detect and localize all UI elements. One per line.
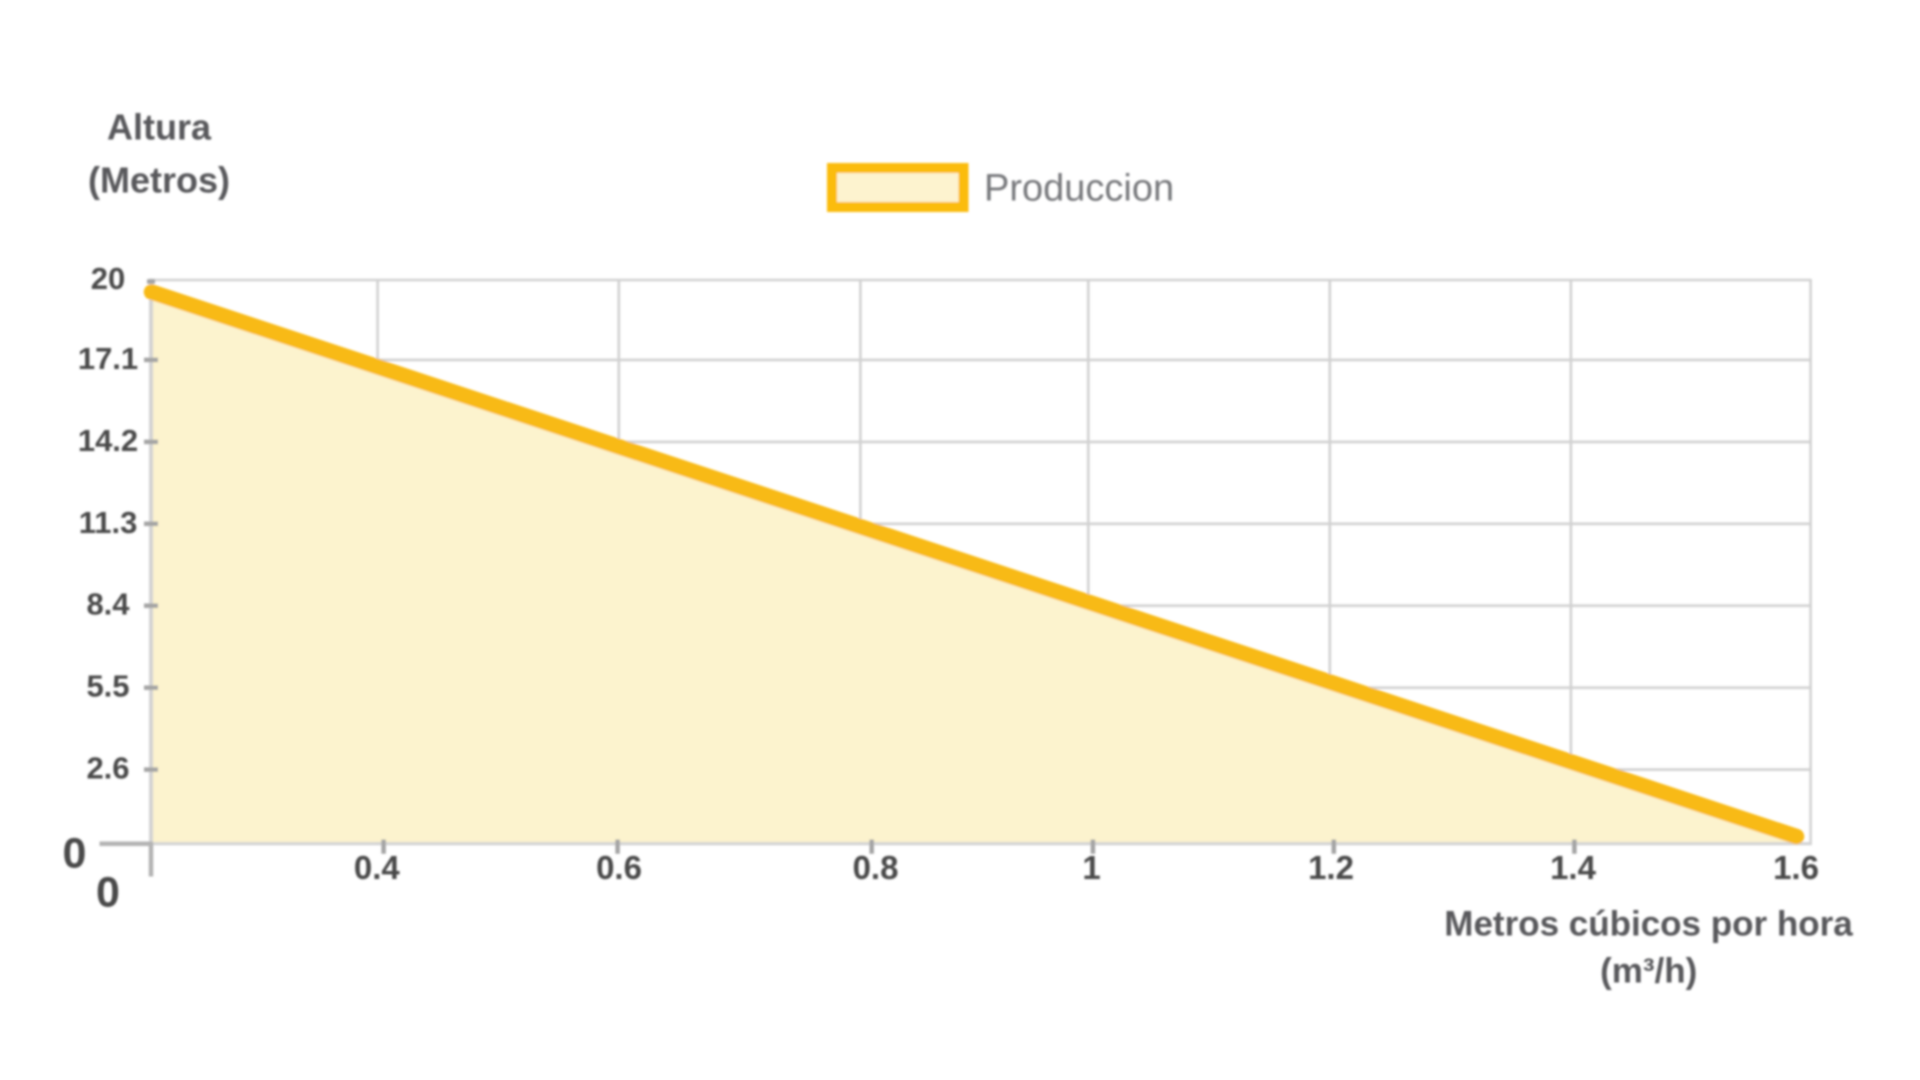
svg-text:0.6: 0.6: [596, 849, 642, 886]
svg-text:17.1: 17.1: [78, 341, 138, 376]
svg-text:1.6: 1.6: [1773, 849, 1819, 886]
svg-text:0.8: 0.8: [853, 849, 899, 886]
svg-text:11.3: 11.3: [79, 505, 138, 540]
svg-text:20: 20: [91, 261, 125, 296]
svg-text:(m³/h): (m³/h): [1600, 952, 1697, 991]
svg-text:Produccion: Produccion: [984, 168, 1174, 210]
svg-text:0: 0: [96, 869, 120, 917]
svg-text:Altura: Altura: [107, 107, 212, 148]
svg-text:8.4: 8.4: [86, 587, 130, 622]
svg-text:1.4: 1.4: [1550, 849, 1597, 886]
svg-text:0.4: 0.4: [354, 849, 401, 886]
svg-text:14.2: 14.2: [78, 423, 138, 458]
svg-text:Metros cúbicos por hora: Metros cúbicos por hora: [1444, 905, 1853, 944]
svg-text:1.2: 1.2: [1308, 849, 1354, 886]
svg-text:1: 1: [1082, 849, 1100, 886]
svg-text:0: 0: [63, 830, 87, 878]
svg-text:2.6: 2.6: [86, 751, 129, 786]
svg-text:(Metros): (Metros): [88, 160, 230, 201]
svg-text:5.5: 5.5: [86, 669, 129, 704]
